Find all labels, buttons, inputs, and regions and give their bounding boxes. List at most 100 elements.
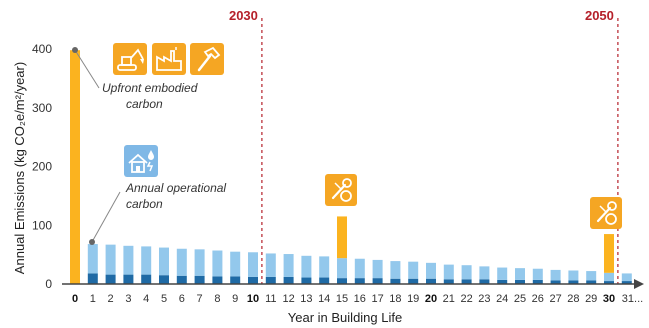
x-tick-label: 13 [300, 293, 312, 305]
bar-operational-dark [568, 280, 579, 284]
bar-operational-light [265, 253, 276, 277]
bar-operational-dark [337, 278, 347, 284]
annotation-leader-operational [91, 191, 121, 243]
x-tick-label: 28 [567, 293, 579, 305]
x-tick-label: 3 [125, 293, 131, 305]
bar-operational-light [230, 251, 241, 277]
bar-operational-light [283, 254, 294, 277]
bar-operational-light [390, 261, 401, 279]
bar-operational-dark [426, 278, 436, 284]
milestone-label: 2030 [229, 8, 258, 23]
wrench-screwdriver-icon [325, 174, 357, 206]
bar-operational-dark [550, 280, 561, 284]
y-tick-label: 100 [32, 218, 52, 232]
factory-icon [152, 43, 186, 75]
bar-operational-dark [408, 278, 419, 284]
bar-operational-dark [390, 278, 401, 284]
bar-operational-light [123, 245, 134, 275]
bar-operational-light [408, 261, 419, 279]
y-tick-label: 400 [32, 42, 52, 56]
bar-operational-light [248, 252, 258, 277]
annotation-annual-operational: Annual operational carbon [89, 181, 226, 245]
x-ticks: 0 1 2 3 4 5 6 7 8 9 10 11 12 13 14 15 16 17 18 19 20 21 22 23 24… [72, 293, 643, 305]
bar-operational-light [105, 244, 116, 275]
x-tick-label: 22 [460, 293, 472, 305]
x-tick-label: 15 [336, 293, 348, 305]
bar-operational-dark [372, 278, 383, 284]
house-weather-icon [124, 145, 158, 177]
x-tick-label: 16 [354, 293, 366, 305]
annotation-embodied-line-1: Upfront embodied [102, 81, 198, 95]
x-tick-label: 6 [179, 293, 185, 305]
bar-operational-light [621, 273, 632, 282]
annotation-operational-line-2: carbon [126, 197, 163, 211]
x-tick-label: 17 [371, 293, 383, 305]
bar-operational-light [337, 258, 347, 279]
bars [70, 50, 632, 284]
bar-operational-light [159, 247, 169, 276]
x-tick-label: 7 [197, 293, 203, 305]
bar-operational-light [301, 255, 312, 278]
y-axis-label: Annual Emissions (kg CO₂e/m²/year) [12, 62, 27, 274]
bar-operational-dark [354, 278, 365, 284]
x-tick-label: 9 [232, 293, 238, 305]
bar-operational-light [87, 244, 98, 274]
bar-operational-dark [586, 280, 597, 284]
bar-operational-dark [265, 276, 276, 284]
x-tick-label: 11 [265, 293, 276, 305]
annotation-dot-embodied [72, 47, 78, 53]
bar-operational-dark [301, 277, 312, 284]
x-tick-label: 18 [389, 293, 401, 305]
annotation-embodied-line-2: carbon [126, 97, 163, 111]
x-tick-label: 10 [247, 293, 259, 305]
y-tick-label: 300 [32, 101, 52, 115]
y-tick-label: 200 [32, 160, 52, 174]
bar-operational-light [479, 266, 490, 280]
bar-operational-light [194, 249, 205, 276]
bar-operational-dark [283, 276, 294, 284]
bar-operational-light [426, 262, 436, 279]
x-tick-label: 1 [90, 293, 96, 305]
x-tick-label: 30 [603, 293, 615, 305]
annotation-upfront-embodied: Upfront embodied carbon [72, 47, 198, 111]
bar-operational-light [212, 250, 223, 277]
bar-operational-light [354, 258, 365, 279]
annotation-dot-operational [89, 239, 95, 245]
bar-operational-light [319, 256, 330, 278]
bar-operational-dark [141, 274, 152, 284]
x-tick-label: 12 [282, 293, 294, 305]
excavator-icon [113, 43, 147, 75]
x-tick-label: 2 [108, 293, 114, 305]
x-tick-label: 20 [425, 293, 437, 305]
x-tick-label: 5 [161, 293, 167, 305]
x-tick-label: 8 [214, 293, 220, 305]
x-tick-label: 0 [72, 293, 78, 305]
bar-operational-light [515, 268, 525, 280]
hammer-icon [190, 43, 224, 75]
bar-operational-dark [248, 276, 258, 284]
bar-operational-dark [319, 277, 330, 284]
y-ticks: 0 100 200 300 400 [32, 42, 52, 291]
x-tick-label: 14 [318, 293, 330, 305]
bar-operational-light [176, 248, 187, 276]
bar-operational-dark [461, 279, 472, 284]
bar-operational-dark [532, 279, 543, 284]
bar-embodied [70, 50, 80, 284]
bar-operational-light [443, 264, 454, 280]
bar-operational-light [532, 268, 543, 280]
bar-operational-light [141, 246, 152, 275]
x-tick-label: 23 [478, 293, 490, 305]
x-tick-label: 27 [549, 293, 561, 305]
bar-operational-dark [230, 276, 241, 284]
bar-operational-dark [497, 279, 508, 284]
bar-operational-dark [87, 273, 98, 284]
bar-operational-light [586, 271, 597, 281]
bar-operational-dark [479, 279, 490, 284]
bar-embodied [337, 216, 347, 259]
bar-operational-dark [621, 281, 632, 284]
x-tick-label: 26 [532, 293, 544, 305]
bar-operational-dark [194, 275, 205, 284]
x-tick-label: 29 [585, 293, 597, 305]
bar-operational-dark [515, 279, 525, 284]
bar-operational-dark [604, 281, 614, 284]
